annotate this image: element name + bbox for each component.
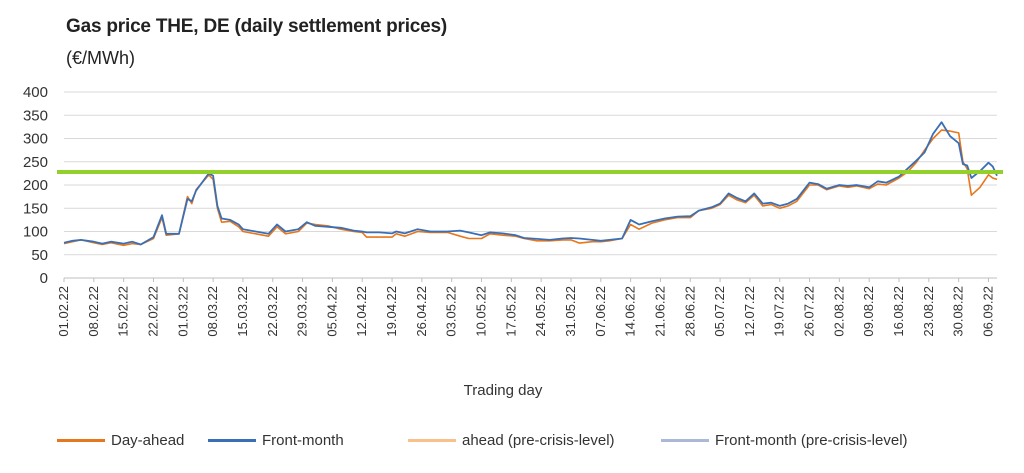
x-axis-ticks: 01.02.22 08.02.22 15.02.22 22.02.22 01.03.22… [56,278,995,337]
series-lines [63,121,998,247]
x-tick-label: 05.07.22 [712,286,727,337]
x-axis-label: Trading day [464,382,543,399]
x-tick-label: 26.04.22 [414,286,429,337]
x-tick-label: 22.02.22 [145,286,160,337]
legend-label: ahead (pre-crisis-level) [462,432,615,449]
chart-legend: Day-ahead Front-month ahead (pre-crisis-le… [0,432,1024,456]
y-tick-label: 250 [23,154,48,171]
x-tick-label: 30.08.22 [951,286,966,337]
y-tick-label: 400 [23,84,48,101]
x-tick-label: 24.05.22 [533,286,548,337]
x-tick-label: 29.03.22 [295,286,310,337]
y-tick-label: 200 [23,177,48,194]
x-tick-label: 19.07.22 [772,286,787,337]
x-tick-label: 06.09.22 [980,286,995,337]
legend-swatch [208,439,256,442]
x-tick-label: 08.03.22 [205,286,220,337]
x-tick-label: 19.04.22 [384,286,399,337]
legend-swatch [408,439,456,442]
legend-item: Front-month [208,432,344,449]
legend-item: Day-ahead [57,432,184,449]
legend-label: Front-month [262,432,344,449]
chart-title: Gas price THE, DE (daily settlement pric… [66,16,448,37]
x-tick-label: 12.04.22 [354,286,369,337]
grid-lines [64,91,997,279]
x-tick-label: 26.07.22 [802,286,817,337]
y-tick-label: 300 [23,131,48,148]
series-line-front-month [63,121,998,246]
legend-item: Front-month (pre-crisis-level) [661,432,908,449]
x-tick-label: 17.05.22 [503,286,518,337]
y-tick-label: 0 [40,270,48,287]
legend-label: Front-month (pre-crisis-level) [715,432,908,449]
series-line-day-ahead [63,129,998,247]
x-tick-label: 28.06.22 [682,286,697,337]
x-tick-label: 14.06.22 [623,286,638,337]
legend-label: Day-ahead [111,432,185,449]
y-axis-ticks: 0 50 100 150 200 250 300 350 400 [23,84,48,287]
x-tick-label: 23.08.22 [921,286,936,337]
x-tick-label: 12.07.22 [742,286,757,337]
x-tick-label: 09.08.22 [861,286,876,337]
x-tick-label: 08.02.22 [86,286,101,337]
y-tick-label: 150 [23,200,48,217]
legend-swatch [661,439,709,442]
chart-subtitle: (€/MWh) [66,48,135,68]
x-tick-label: 31.05.22 [563,286,578,337]
x-tick-label: 15.02.22 [116,286,131,337]
x-tick-label: 01.02.22 [56,286,71,337]
y-tick-label: 50 [31,247,48,264]
y-tick-label: 350 [23,107,48,124]
x-tick-label: 07.06.22 [593,286,608,337]
x-tick-label: 22.03.22 [265,286,280,337]
x-tick-label: 10.05.22 [474,286,489,337]
legend-swatch [57,439,105,442]
x-tick-label: 03.05.22 [444,286,459,337]
x-tick-label: 15.03.22 [235,286,250,337]
legend-item: ahead (pre-crisis-level) [408,432,615,449]
x-tick-label: 16.08.22 [891,286,906,337]
x-tick-label: 21.06.22 [652,286,667,337]
y-tick-label: 100 [23,224,48,241]
x-tick-label: 01.03.22 [175,286,190,337]
x-tick-label: 05.04.22 [324,286,339,337]
x-tick-label: 02.08.22 [831,286,846,337]
